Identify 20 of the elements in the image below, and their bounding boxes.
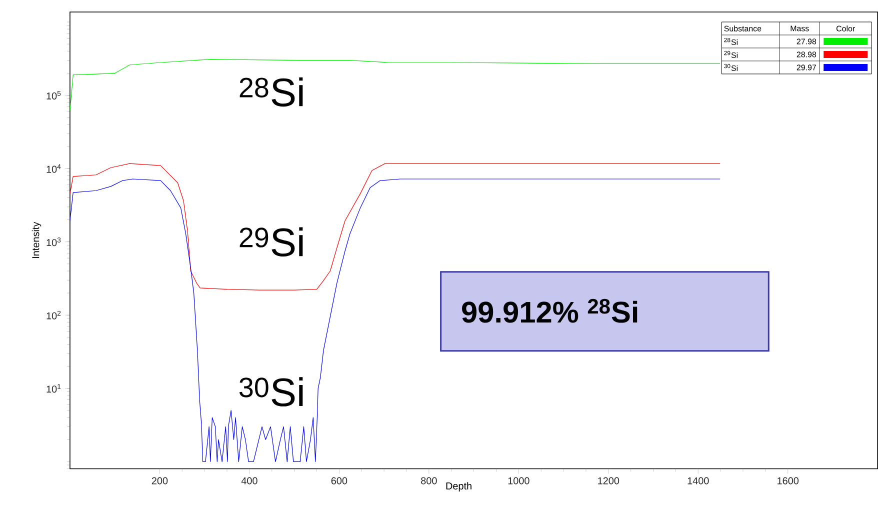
x-tick-label: 800 bbox=[421, 477, 437, 484]
y-tick-label: 10$^{5}$ bbox=[46, 91, 61, 100]
line-series bbox=[70, 59, 720, 111]
x-tick-label: 1200 bbox=[598, 477, 620, 484]
x-tick-label: 600 bbox=[331, 477, 348, 484]
x-tick-label: 1400 bbox=[688, 477, 709, 484]
y-tick-label: 10$^{3}$ bbox=[46, 238, 61, 246]
annotation: $^{30}$Si bbox=[239, 377, 303, 407]
y-axis-title: Intensity bbox=[32, 222, 42, 258]
x-axis-title: Depth bbox=[446, 482, 472, 492]
y-tick-label: 10$^{4}$ bbox=[46, 164, 61, 173]
x-tick-label: 400 bbox=[241, 477, 258, 484]
y-tick-label: 10$^{1}$ bbox=[46, 384, 61, 393]
x-tick-label: 1000 bbox=[508, 477, 530, 484]
x-tick-label: 1600 bbox=[778, 477, 799, 484]
annotation: 99.912% $^{28}$Si bbox=[462, 299, 638, 323]
y-tick-label: 10$^{2}$ bbox=[46, 310, 61, 320]
annotation: $^{28}$Si bbox=[240, 77, 303, 107]
x-tick-label: 200 bbox=[152, 477, 168, 484]
annotation: $^{29}$Si bbox=[240, 227, 303, 257]
